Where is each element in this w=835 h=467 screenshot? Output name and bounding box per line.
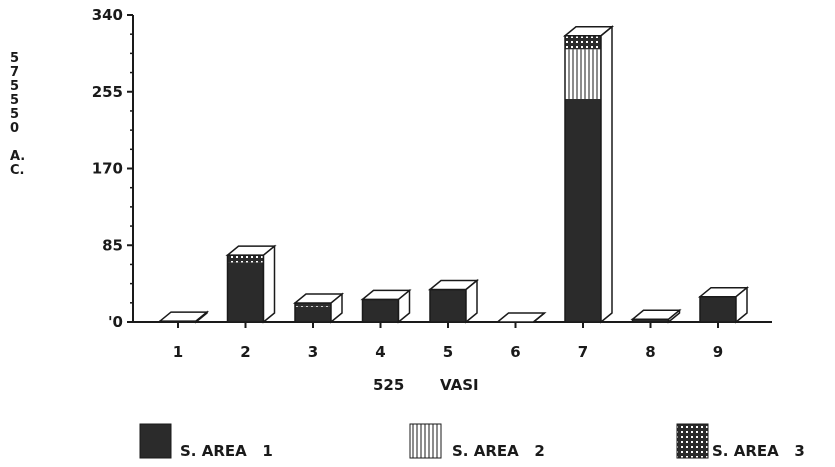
bar-segment-1 [430, 289, 466, 322]
bar-9 [697, 286, 750, 324]
bar-5 [427, 278, 480, 324]
bar-segment-1 [565, 98, 601, 322]
bar-segment-1 [632, 319, 669, 322]
bar-segment-1 [362, 299, 399, 322]
legend-item-3: S. AREA 3 [676, 423, 805, 460]
bar-8 [630, 308, 682, 324]
x-axis: 1 2 3 4 5 6 7 8 9 [133, 321, 772, 361]
bar-segment-3 [295, 303, 331, 307]
bar-side [262, 244, 276, 324]
legend-swatch [139, 423, 172, 459]
y-axis-label-char: 5 [10, 51, 19, 66]
bar-segment-1 [227, 262, 264, 322]
legend-label: S. AREA 3 [712, 442, 805, 460]
bar-6 [495, 312, 547, 323]
legend-swatch [409, 423, 442, 459]
bar-1 [157, 310, 210, 324]
bar-side [667, 308, 681, 324]
x-tick-label: 6 [510, 343, 520, 361]
bar-2 [225, 244, 277, 324]
bar-7 [562, 25, 615, 324]
bar-segment-1 [700, 296, 736, 322]
y-axis-label-char: A. [10, 149, 25, 164]
x-tick-label: 8 [645, 343, 655, 361]
bar-top [157, 311, 210, 322]
legend-item-1: S. AREA 1 [139, 423, 273, 460]
x-tick-label: 3 [308, 343, 318, 361]
legend-item-2: S. AREA 2 [409, 423, 545, 460]
y-axis-label-char: 5 [10, 79, 19, 94]
bars [157, 25, 750, 324]
bar-side [330, 292, 343, 324]
bar-side [533, 312, 545, 323]
x-tick-label: 4 [375, 343, 385, 361]
bar-side [600, 25, 613, 324]
bar-top [495, 312, 547, 323]
bar-segment-1 [295, 306, 331, 322]
bar-side [735, 286, 748, 324]
legend-label: S. AREA 2 [452, 442, 545, 460]
legend: S. AREA 1 S. AREA 2 S. AREA 3 [139, 423, 805, 460]
x-axis-label-right: VASI [440, 376, 479, 394]
x-axis-label-left: 525 [373, 376, 404, 394]
bar-side [195, 310, 208, 324]
bar-side [465, 278, 478, 324]
x-tick-label: 7 [578, 343, 588, 361]
y-tick-label: 340 [92, 6, 123, 24]
bar-segment-2 [565, 49, 601, 99]
bar-4 [360, 288, 412, 324]
y-tick-label: 85 [102, 236, 123, 254]
y-tick-label: 255 [92, 83, 123, 101]
y-tick-label: 170 [92, 160, 123, 178]
y-axis-label-char: 5 [10, 107, 19, 122]
y-axis: '0 85 170 255 340 [92, 6, 134, 331]
legend-swatch [676, 423, 709, 459]
x-tick-label: 1 [173, 343, 183, 361]
y-tick-label: '0 [108, 313, 123, 331]
legend-label: S. AREA 1 [180, 442, 273, 460]
x-tick-label: 5 [443, 343, 453, 361]
bar-side [397, 288, 411, 324]
x-tick-label: 9 [713, 343, 723, 361]
x-tick-label: 2 [240, 343, 250, 361]
y-axis-label-char: 0 [10, 121, 19, 136]
bar-segment-3 [565, 35, 601, 50]
bar-segment-3 [227, 255, 264, 263]
y-axis-label-char: 7 [10, 65, 19, 80]
y-axis-label-char: 5 [10, 93, 19, 108]
bar-3 [292, 292, 345, 324]
y-axis-label-char: C. [10, 163, 24, 178]
